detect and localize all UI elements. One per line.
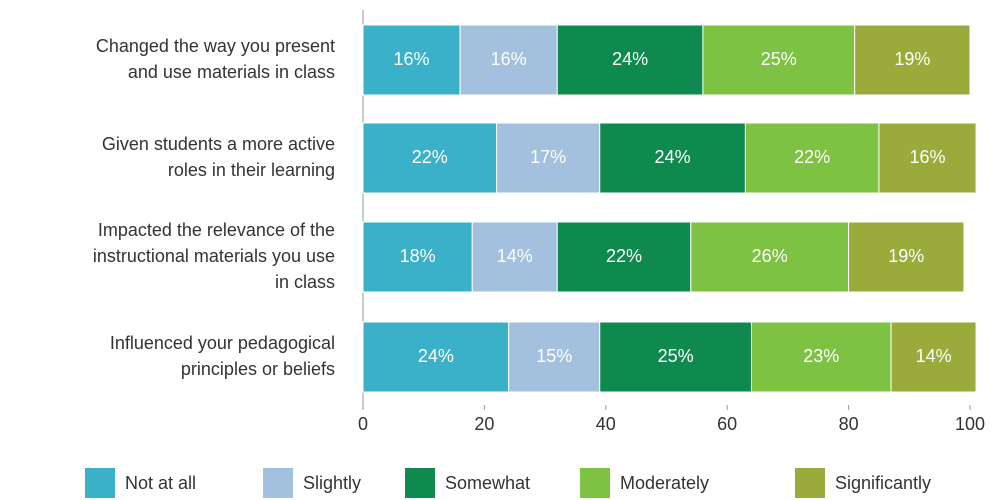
bar-segment — [508, 321, 601, 393]
value-label: 24% — [655, 147, 691, 167]
bar-segment — [744, 122, 880, 194]
x-tick-label: 20 — [474, 414, 494, 434]
bar-segment — [848, 221, 965, 293]
x-tick-label: 60 — [717, 414, 737, 434]
value-label: 14% — [916, 346, 952, 366]
bar-segment — [362, 221, 473, 293]
value-label: 15% — [536, 346, 572, 366]
value-label: 16% — [394, 49, 430, 69]
x-tick-label: 80 — [839, 414, 859, 434]
value-label: 17% — [530, 147, 566, 167]
x-tick-label: 40 — [596, 414, 616, 434]
legend-swatch — [85, 468, 115, 498]
bar-segment — [599, 122, 746, 194]
bar-segment — [556, 24, 704, 96]
legend-label: Not at all — [125, 473, 196, 493]
value-label: 25% — [761, 49, 797, 69]
value-label: 25% — [658, 346, 694, 366]
legend-swatch — [795, 468, 825, 498]
bar-segment — [878, 122, 977, 194]
bar-segment — [890, 321, 977, 393]
bar-segment — [362, 122, 498, 194]
value-label: 26% — [752, 246, 788, 266]
legend-swatch — [405, 468, 435, 498]
bar-segment — [471, 221, 558, 293]
bar-segment — [459, 24, 558, 96]
category-label: Given students a more active roles in the… — [102, 134, 335, 180]
value-label: 16% — [909, 147, 945, 167]
value-label: 23% — [803, 346, 839, 366]
value-label: 19% — [888, 246, 924, 266]
legend-label: Moderately — [620, 473, 709, 493]
legend-label: Slightly — [303, 473, 361, 493]
bar-segment — [702, 24, 856, 96]
legend-swatch — [263, 468, 293, 498]
category-label: Impacted the relevance of the instruction… — [93, 220, 335, 292]
value-label: 16% — [491, 49, 527, 69]
value-label: 22% — [794, 147, 830, 167]
bar-segment — [362, 24, 461, 96]
bar-segment — [362, 321, 510, 393]
value-label: 22% — [412, 147, 448, 167]
bar-segment — [690, 221, 850, 293]
x-tick-label: 100 — [955, 414, 985, 434]
value-label: 24% — [612, 49, 648, 69]
x-tick-label: 0 — [358, 414, 368, 434]
legend-label: Somewhat — [445, 473, 530, 493]
bar-segment — [599, 321, 752, 393]
value-label: 14% — [497, 246, 533, 266]
value-label: 18% — [400, 246, 436, 266]
bar-segment — [854, 24, 971, 96]
legend-label: Significantly — [835, 473, 931, 493]
bar-segment — [556, 221, 692, 293]
value-label: 22% — [606, 246, 642, 266]
value-label: 19% — [894, 49, 930, 69]
legend-swatch — [580, 468, 610, 498]
bar-segment — [750, 321, 892, 393]
category-label: Changed the way you present and use mater… — [96, 36, 335, 82]
value-label: 24% — [418, 346, 454, 366]
category-label: Influenced your pedagogical principles or… — [110, 333, 335, 379]
